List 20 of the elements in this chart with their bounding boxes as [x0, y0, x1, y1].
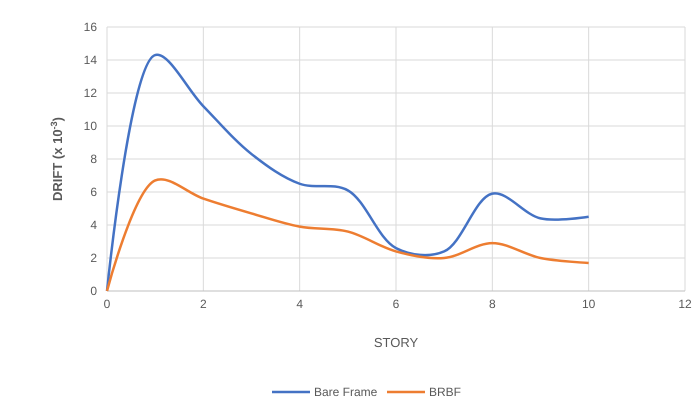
y-tick-label: 2	[90, 251, 98, 266]
x-tick-label: 12	[678, 297, 692, 311]
legend-label: Bare Frame	[314, 385, 378, 400]
y-tick-label: 12	[84, 86, 98, 100]
x-tick-label: 8	[488, 297, 496, 311]
x-tick-label: 2	[200, 297, 207, 311]
y-tick-label: 0	[90, 284, 98, 298]
x-axis-title: STORY	[374, 335, 418, 350]
line-series	[106, 178, 590, 292]
y-tick-label: 14	[84, 53, 98, 68]
legend-label: BRBF	[429, 385, 462, 400]
y-tick-label: 6	[90, 185, 98, 200]
y-tick-label: 4	[90, 218, 98, 232]
y-tick-label: 10	[84, 119, 98, 134]
x-tick-label: 4	[296, 297, 304, 311]
x-tick-label: 6	[392, 297, 400, 311]
x-tick-label: 10	[582, 297, 596, 311]
x-tick-label: 0	[104, 297, 111, 311]
y-tick-label: 16	[84, 20, 98, 34]
y-tick-label: 8	[90, 152, 98, 166]
